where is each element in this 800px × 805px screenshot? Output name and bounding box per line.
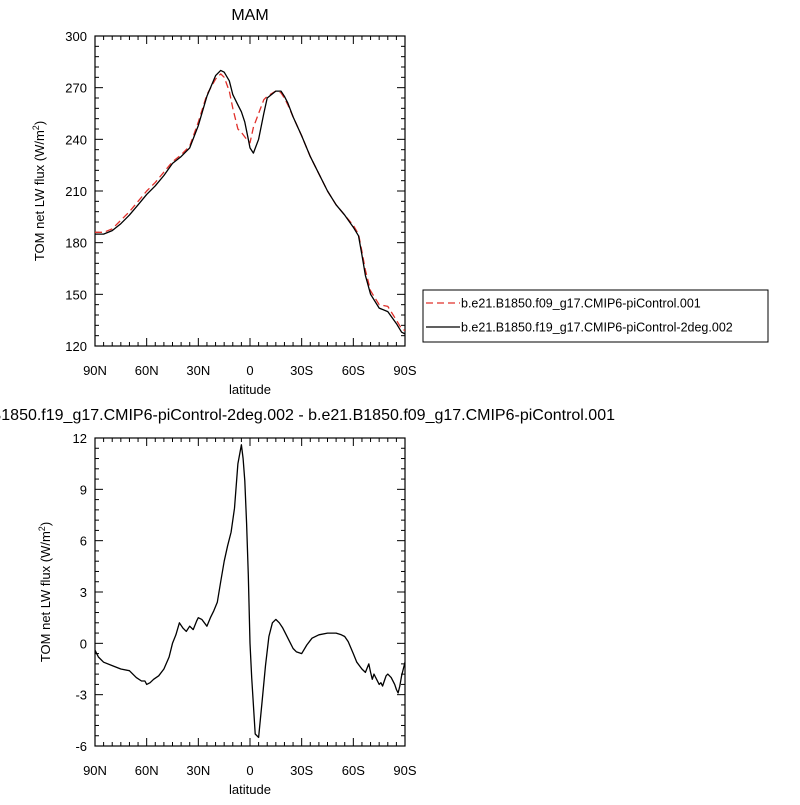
x-minor-ticks — [103, 36, 397, 346]
y-tick-label: 300 — [65, 29, 87, 44]
series-line-1 — [95, 73, 405, 332]
y-axis-label: TOM net LW flux (W/m2) — [31, 121, 47, 261]
x-tick-label: 90S — [393, 363, 416, 378]
legend-label-1: b.e21.B1850.f09_g17.CMIP6-piControl.001 — [461, 297, 701, 311]
y-tick-label: 210 — [65, 184, 87, 199]
legend-box — [422, 289, 769, 343]
y-tick-label: 9 — [80, 482, 87, 497]
y-tick-label: 3 — [80, 585, 87, 600]
y-axis-label-sup: 2 — [37, 526, 47, 531]
y-axis-label-sup: 2 — [31, 125, 41, 130]
x-tick-label: 30N — [186, 763, 210, 778]
x-axis-label: latitude — [229, 382, 271, 397]
y-tick-label: 270 — [65, 81, 87, 96]
y-tick-label: 0 — [80, 636, 87, 651]
y-axis-label-main: TOM net LW flux (W/m — [38, 531, 53, 662]
series-line-2 — [95, 69, 405, 335]
x-tick-label: 60S — [342, 363, 365, 378]
plot-frame — [94, 437, 406, 747]
x-tick-label: 0 — [246, 363, 253, 378]
y-minor-ticks — [95, 447, 405, 737]
y-axis-label-tail: ) — [32, 121, 47, 125]
y-tick-label: 6 — [80, 534, 87, 549]
plot-frame — [94, 35, 406, 347]
chart-title: b.e21.B1850.f19_g17.CMIP6-piControl-2deg… — [0, 407, 615, 424]
legend: b.e21.B1850.f09_g17.CMIP6-piControl.001b… — [422, 289, 769, 343]
chart-title: MAM — [231, 7, 268, 24]
x-tick-label: 90N — [83, 363, 107, 378]
y-tick-label: 12 — [73, 431, 87, 446]
y-tick-label: 240 — [65, 132, 87, 147]
chart-panel-1: MAM 90N 60N 30N 0 30S 60S 90S 120 150 180 210 240 270… — [31, 7, 769, 397]
x-tick-label: 60S — [342, 763, 365, 778]
x-tick-label: 30S — [290, 763, 313, 778]
y-tick-label: 180 — [65, 236, 87, 251]
x-tick-label: 30S — [290, 363, 313, 378]
legend-label-2: b.e21.B1850.f19_g17.CMIP6-piControl-2deg… — [461, 321, 733, 335]
y-tick-label: -3 — [75, 688, 87, 703]
chart-panel-2: b.e21.B1850.f19_g17.CMIP6-piControl-2deg… — [0, 407, 615, 797]
y-axis-label-tail: ) — [38, 522, 53, 526]
y-axis-label: TOM net LW flux (W/m2) — [37, 522, 53, 662]
x-tick-label: 60N — [135, 763, 159, 778]
series-line-1 — [95, 444, 405, 739]
y-axis-label-main: TOM net LW flux (W/m — [32, 130, 47, 261]
y-minor-ticks — [95, 45, 405, 337]
x-tick-label: 60N — [135, 363, 159, 378]
x-tick-label: 90N — [83, 763, 107, 778]
y-tick-label: 120 — [65, 339, 87, 354]
x-tick-label: 30N — [186, 363, 210, 378]
x-minor-ticks — [103, 438, 397, 746]
x-tick-label: 0 — [246, 763, 253, 778]
x-tick-label: 90S — [393, 763, 416, 778]
y-tick-label: -6 — [75, 739, 87, 754]
x-axis-label: latitude — [229, 782, 271, 797]
y-tick-label: 150 — [65, 287, 87, 302]
